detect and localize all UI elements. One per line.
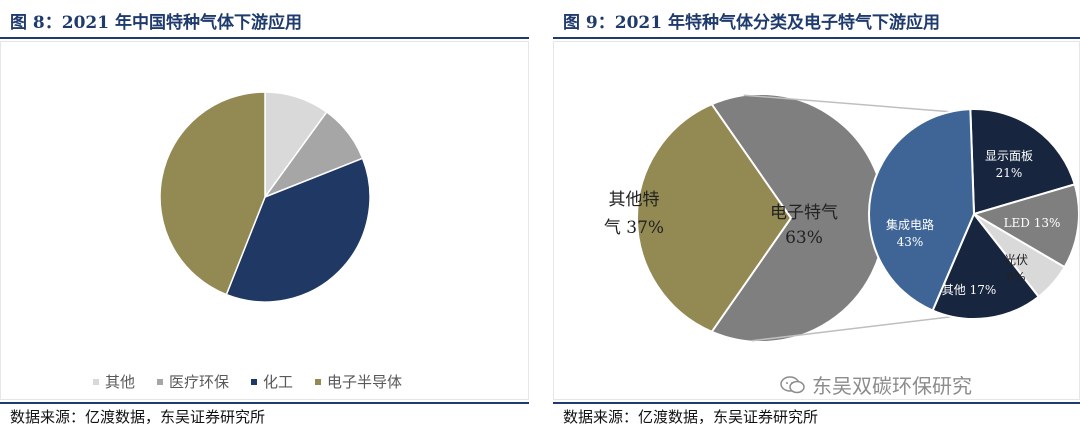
pie9-connector-bottom: [751, 314, 967, 342]
pie9-label-electronic-gas-pct: 63%: [785, 228, 823, 248]
figure-8-panel: 图 8：2021 年中国特种气体下游应用 其他 医疗环保 化工 电子半导体 数据来源：…: [0, 0, 529, 433]
legend-item-3: 化工: [251, 371, 293, 392]
pie9b-label-pct-5: 43%: [897, 235, 924, 249]
legend-label: 其他: [105, 373, 136, 391]
figure-8-pie-chart: [159, 91, 371, 303]
legend-swatch: [157, 378, 164, 385]
watermark: 东吴双碳环保研究: [780, 370, 972, 399]
legend-item-2: 医疗环保: [157, 371, 229, 392]
figure-8-title: 图 8：2021 年中国特种气体下游应用: [10, 13, 302, 33]
legend-swatch: [251, 378, 258, 385]
figure-9-source-rule: [553, 402, 1080, 404]
pie9b-label-5: 集成电路: [886, 217, 934, 232]
legend-swatch: [93, 378, 99, 385]
figure-9-plot-area: 其他特气 37% 电子特气 63% 显示面板 21% LED 13% 光伏 6% 其他 17% 集…: [553, 41, 1080, 400]
pie9b-slice-4: [931, 212, 1041, 320]
pie9b-slice-5: [868, 108, 976, 312]
legend-item-4: 电子半导体: [315, 371, 402, 392]
pie9b-slice-2: [971, 183, 1079, 269]
pie9-slice-other-gas: [636, 102, 793, 334]
figure-9-source: 数据来源：亿渡数据，东吴证券研究所: [563, 408, 819, 426]
legend-label: 电子半导体: [327, 373, 403, 391]
pie9b-label-2: LED 13%: [1004, 216, 1061, 230]
pie9b-label-pct-3: 6%: [1006, 270, 1025, 284]
legend-item-1: 其他: [93, 371, 135, 392]
pie9-label-other-gas-line2: 气 37%: [604, 218, 664, 238]
pie9b-label-4: 其他 17%: [942, 283, 997, 297]
pie9-label-electronic-gas: 电子特气: [770, 203, 838, 223]
pie8-slice-3: [225, 157, 371, 303]
figure-9-title: 图 9：2021 年特种气体分类及电子特气下游应用: [563, 13, 940, 33]
figure-9-panel: 图 9：2021 年特种气体分类及电子特气下游应用 其他特气 37% 电子特气 63…: [553, 0, 1080, 433]
figure-8-title-rule: [0, 37, 529, 39]
pie9b-label-3: 光伏: [1004, 253, 1028, 267]
legend-label: 医疗环保: [169, 373, 230, 391]
panel-gutter: [529, 0, 553, 433]
pie9b-label-1: 显示面板: [985, 149, 1033, 163]
figure-8-source-rule: [0, 402, 529, 404]
wechat-icon: [780, 375, 805, 393]
pie9b-label-pct-1: 21%: [996, 166, 1023, 180]
watermark-text: 东吴双碳环保研究: [812, 374, 972, 398]
figure-8-plot-area: 其他 医疗环保 化工 电子半导体: [0, 41, 529, 400]
figure-9-title-rule: [553, 37, 1080, 39]
pie9b-slice-1: [969, 108, 1076, 216]
legend-label: 化工: [263, 373, 294, 391]
legend-swatch: [315, 378, 322, 385]
pie9-label-other-gas-line1: 其他特: [609, 190, 660, 210]
pie9-connector-top: [743, 94, 967, 114]
figure-8-source: 数据来源：亿渡数据，东吴证券研究所: [10, 408, 266, 426]
pie8-slice-4: [159, 91, 266, 296]
figure-8-legend: 其他 医疗环保 化工 电子半导体: [93, 371, 402, 392]
